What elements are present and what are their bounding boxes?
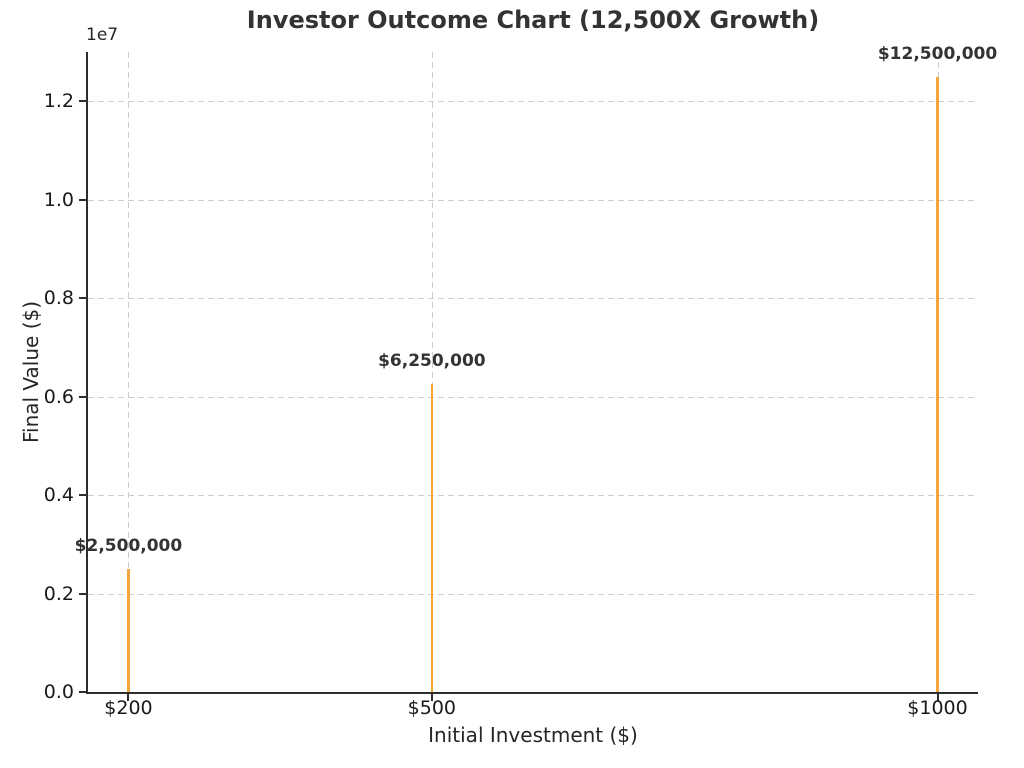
chart-title: Investor Outcome Chart (12,500X Growth) <box>246 6 820 34</box>
x-tick-mark <box>127 694 130 701</box>
x-axis-spine <box>86 692 978 694</box>
x-tick-mark <box>430 694 433 701</box>
bar-value-label: $12,500,000 <box>877 43 998 64</box>
gridline-horizontal <box>88 298 978 300</box>
bar <box>430 384 434 692</box>
gridline-horizontal <box>88 396 978 398</box>
x-tick-mark <box>936 694 939 701</box>
y-axis-offset-label: 1e7 <box>86 25 119 45</box>
x-tick-label: $500 <box>407 697 457 719</box>
gridline-horizontal <box>88 101 978 103</box>
y-tick-label: 0.4 <box>43 484 74 507</box>
gridline-horizontal <box>88 593 978 595</box>
gridline-vertical <box>128 52 130 692</box>
gridline-horizontal <box>88 199 978 201</box>
y-tick-mark <box>79 297 86 300</box>
bar-value-label: $6,250,000 <box>378 351 486 372</box>
bar-value-label: $2,500,000 <box>74 535 183 556</box>
y-tick-mark <box>79 100 86 103</box>
gridline-horizontal <box>88 495 978 497</box>
y-tick-label: 0.2 <box>43 582 74 605</box>
y-axis-label: Final Value ($) <box>19 300 43 444</box>
x-tick-label: $200 <box>104 697 153 719</box>
y-tick-mark <box>79 592 86 595</box>
y-tick-mark <box>79 395 86 398</box>
bar <box>127 568 130 692</box>
y-tick-label: 1.0 <box>43 188 74 211</box>
x-tick-label: $1000 <box>907 697 968 719</box>
y-tick-mark <box>79 198 86 201</box>
y-axis-spine <box>86 52 88 694</box>
y-tick-mark <box>79 691 86 693</box>
gridline-vertical <box>431 52 433 692</box>
x-axis-label: Initial Investment ($) <box>428 723 638 747</box>
y-tick-label: 1.2 <box>43 90 74 113</box>
y-tick-mark <box>79 494 86 497</box>
y-tick-label: 0.0 <box>43 681 74 703</box>
y-tick-label: 0.6 <box>43 385 74 408</box>
bar <box>936 76 939 692</box>
y-tick-label: 0.8 <box>43 287 74 310</box>
